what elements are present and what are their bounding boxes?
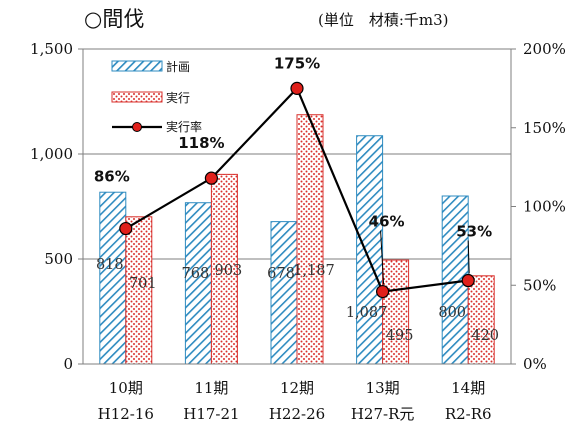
rate-marker: [204, 171, 218, 185]
rate-value-label: 46%: [369, 213, 405, 231]
bar-plan: [184, 202, 212, 365]
rate-value-label: 118%: [178, 134, 224, 152]
y-right-tick-label: 50%: [523, 276, 556, 294]
bar-plan-value-label: 768: [182, 266, 210, 282]
bar-actual: [125, 216, 153, 365]
x-tick-sublabel: H27-R元: [351, 405, 415, 423]
rate-value-label: 53%: [456, 223, 492, 241]
x-tick-label: 14期: [451, 379, 485, 397]
x-tick-label: 13期: [366, 379, 400, 397]
y-right-tick-label: 100%: [523, 198, 566, 216]
legend-rate-label: 実行率: [166, 119, 202, 134]
bar-plan: [99, 191, 127, 365]
chart-title: ○間伐: [84, 7, 145, 31]
rate-marker: [461, 273, 475, 288]
legend-actual-swatch: [111, 91, 163, 103]
bar-actual: [382, 259, 410, 365]
x-tick-sublabel: H12-16: [98, 405, 154, 423]
bar-actual: [296, 114, 324, 365]
y-right-tick-label: 150%: [523, 119, 566, 137]
legend-plan-label: 計画: [166, 59, 190, 74]
x-tick-label: 12期: [280, 379, 314, 397]
bar-plan-value-label: 800: [438, 305, 466, 321]
y-left-tick-label: 1,000: [30, 145, 73, 163]
rate-marker: [376, 284, 390, 299]
bar-actual: [467, 275, 495, 365]
bar-plan-value-label: 678: [267, 266, 295, 282]
x-tick-sublabel: H22-26: [269, 405, 325, 423]
bar-actual-value-label: 495: [386, 328, 414, 344]
x-tick-label: 10期: [109, 379, 143, 397]
bar-plan-value-label: 818: [96, 257, 124, 273]
bar-actual-value-label: 701: [129, 276, 157, 292]
y-left-tick-label: 500: [44, 250, 73, 268]
bar-plan-value-label: 1,087: [346, 305, 388, 321]
legend-rate-marker: [132, 122, 142, 132]
rate-value-label: 175%: [274, 54, 320, 72]
bar-actual: [210, 173, 238, 365]
legend-actual-label: 実行: [166, 90, 190, 105]
bar-actual-value-label: 1,187: [293, 263, 335, 279]
rate-leader-line: [380, 230, 385, 285]
y-right-tick-label: 0%: [523, 355, 547, 373]
rate-marker: [119, 221, 133, 236]
bar-plan: [270, 221, 298, 365]
x-tick-label: 11期: [194, 379, 228, 397]
unit-label: (単位 材積:千m3): [318, 11, 449, 29]
legend-plan-swatch: [111, 60, 163, 72]
bar-actual-value-label: 420: [471, 328, 499, 344]
x-tick-sublabel: R2-R6: [445, 405, 492, 423]
bar-plan: [356, 135, 384, 365]
y-left-tick-label: 0: [63, 355, 73, 373]
bar-actual-value-label: 903: [215, 263, 243, 279]
x-tick-sublabel: H17-21: [183, 405, 239, 423]
y-left-tick-label: 1,500: [30, 40, 73, 58]
rate-marker: [290, 81, 304, 95]
y-right-tick-label: 200%: [523, 40, 566, 58]
rate-leader-line: [467, 240, 470, 274]
rate-value-label: 86%: [94, 168, 130, 186]
